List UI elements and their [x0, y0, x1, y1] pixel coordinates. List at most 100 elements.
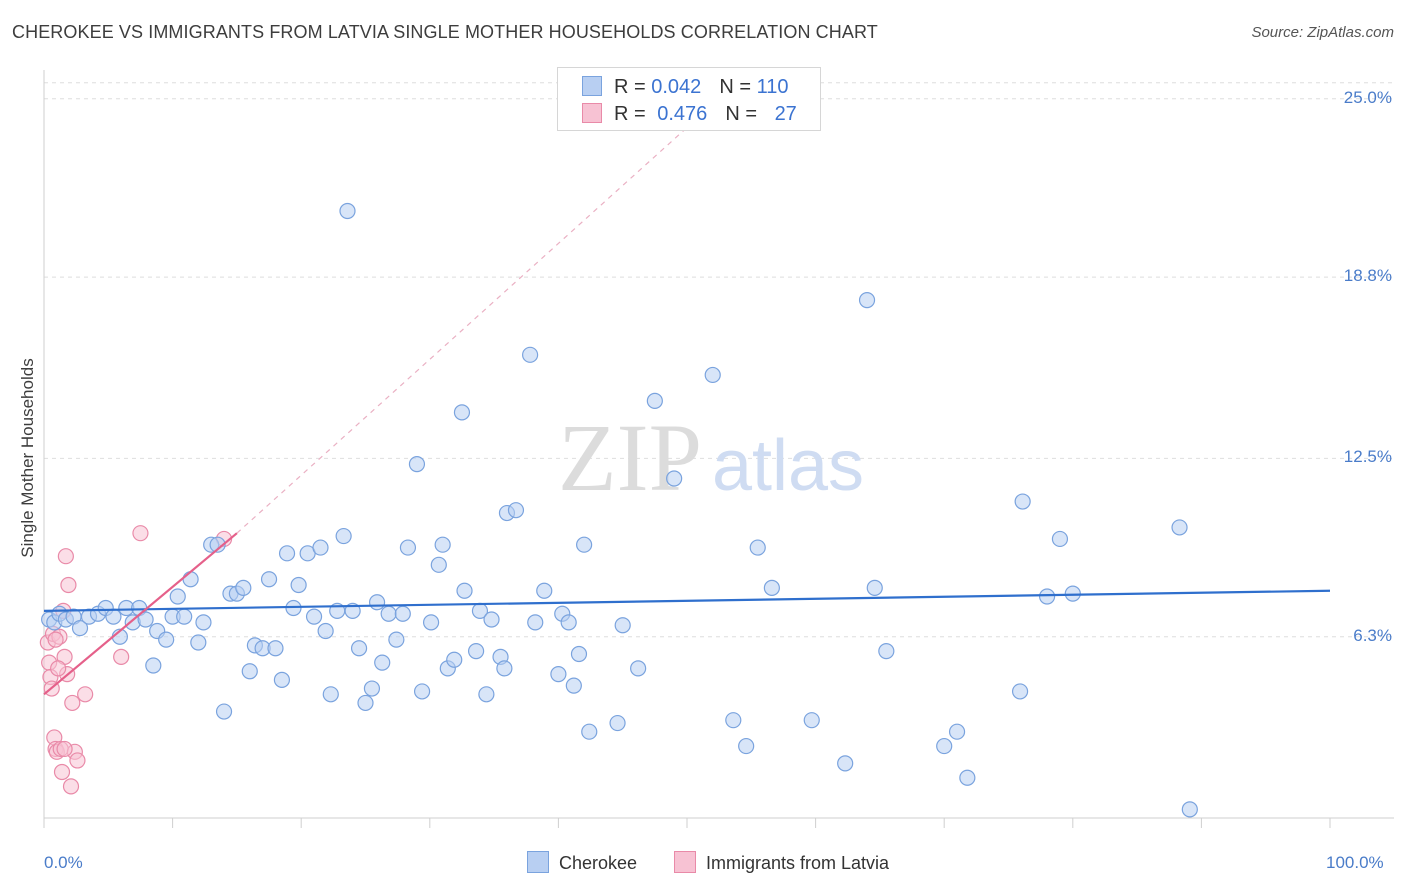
cherokee-point — [528, 615, 543, 630]
cherokee-point — [364, 681, 379, 696]
legend-cherokee-label: Cherokee — [559, 853, 637, 873]
cherokee-point — [950, 724, 965, 739]
cherokee-point — [262, 572, 277, 587]
cherokee-point — [375, 655, 390, 670]
cherokee-point — [1052, 531, 1067, 546]
legend-row-cherokee: R = 0.042 N = 110 — [582, 76, 788, 99]
latvia-point — [61, 577, 76, 592]
watermark-atlas: atlas — [712, 426, 864, 506]
cherokee-point — [561, 615, 576, 630]
cherokee-r-label: R = — [614, 76, 651, 98]
latvia-point — [55, 764, 70, 779]
cherokee-point — [424, 615, 439, 630]
y-tick-label: 6.3% — [1353, 626, 1392, 646]
cherokee-point — [867, 580, 882, 595]
cherokee-point — [739, 739, 754, 754]
x-tick-max: 100.0% — [1326, 853, 1384, 873]
cherokee-point — [508, 503, 523, 518]
cherokee-point — [1013, 684, 1028, 699]
cherokee-point — [631, 661, 646, 676]
legend-latvia-label: Immigrants from Latvia — [706, 853, 889, 873]
cherokee-point — [497, 661, 512, 676]
cherokee-point — [615, 618, 630, 633]
latvia-points — [40, 526, 231, 794]
legend-cherokee-swatch — [527, 851, 549, 873]
latvia-point — [133, 526, 148, 541]
gridlines — [44, 83, 1394, 637]
cherokee-point — [381, 606, 396, 621]
latvia-point — [58, 549, 73, 564]
cherokee-point — [323, 687, 338, 702]
latvia-n-label: N = — [725, 103, 762, 125]
y-tick-label: 12.5% — [1344, 447, 1392, 467]
cherokee-point — [196, 615, 211, 630]
legend-row-latvia: R = 0.476 N = 27 — [582, 103, 797, 126]
latvia-r-label: R = — [614, 103, 651, 125]
cherokee-point — [577, 537, 592, 552]
latvia-swatch — [582, 103, 602, 123]
cherokee-point — [551, 667, 566, 682]
cherokee-point — [582, 724, 597, 739]
cherokee-point — [170, 589, 185, 604]
cherokee-n-label: N = — [719, 76, 756, 98]
cherokee-point — [274, 672, 289, 687]
cherokee-point — [409, 457, 424, 472]
cherokee-point — [307, 609, 322, 624]
cherokee-point — [764, 580, 779, 595]
cherokee-point — [389, 632, 404, 647]
legend-item-latvia: Immigrants from Latvia — [674, 851, 889, 874]
cherokee-point — [523, 347, 538, 362]
cherokee-point — [647, 393, 662, 408]
cherokee-point — [804, 713, 819, 728]
latvia-point — [51, 661, 66, 676]
cherokee-point — [1040, 589, 1055, 604]
cherokee-point — [454, 405, 469, 420]
cherokee-point — [191, 635, 206, 650]
cherokee-point — [340, 203, 355, 218]
cherokee-point — [431, 557, 446, 572]
cherokee-n-value: 110 — [757, 76, 789, 98]
cherokee-point — [667, 471, 682, 486]
cherokee-point — [726, 713, 741, 728]
cherokee-point — [469, 644, 484, 659]
cherokee-point — [352, 641, 367, 656]
latvia-point — [65, 695, 80, 710]
cherokee-point — [400, 540, 415, 555]
cherokee-point — [1182, 802, 1197, 817]
cherokee-point — [280, 546, 295, 561]
cherokee-point — [960, 770, 975, 785]
cherokee-point — [217, 704, 232, 719]
cherokee-point — [177, 609, 192, 624]
cherokee-point — [705, 367, 720, 382]
cherokee-point — [838, 756, 853, 771]
cherokee-point — [937, 739, 952, 754]
cherokee-r-value: 0.042 — [651, 76, 701, 98]
cherokee-point — [435, 537, 450, 552]
cherokee-point — [479, 687, 494, 702]
latvia-point — [114, 649, 129, 664]
cherokee-point — [146, 658, 161, 673]
latvia-point — [57, 741, 72, 756]
cherokee-point — [1172, 520, 1187, 535]
cherokee-point — [610, 716, 625, 731]
latvia-n-value: 27 — [775, 103, 797, 125]
legend-item-cherokee: Cherokee — [527, 851, 637, 874]
cherokee-point — [879, 644, 894, 659]
cherokee-point — [395, 606, 410, 621]
latvia-r-value: 0.476 — [657, 103, 707, 125]
latvia-point — [70, 753, 85, 768]
cherokee-point — [750, 540, 765, 555]
cherokee-point — [484, 612, 499, 627]
cherokee-swatch — [582, 76, 602, 96]
cherokee-point — [183, 572, 198, 587]
cherokee-point — [106, 609, 121, 624]
cherokee-point — [860, 293, 875, 308]
cherokee-point — [370, 595, 385, 610]
cherokee-point — [358, 695, 373, 710]
cherokee-point — [537, 583, 552, 598]
y-tick-label: 25.0% — [1344, 88, 1392, 108]
cherokee-point — [313, 540, 328, 555]
cherokee-point — [242, 664, 257, 679]
cherokee-point — [415, 684, 430, 699]
cherokee-point — [571, 647, 586, 662]
